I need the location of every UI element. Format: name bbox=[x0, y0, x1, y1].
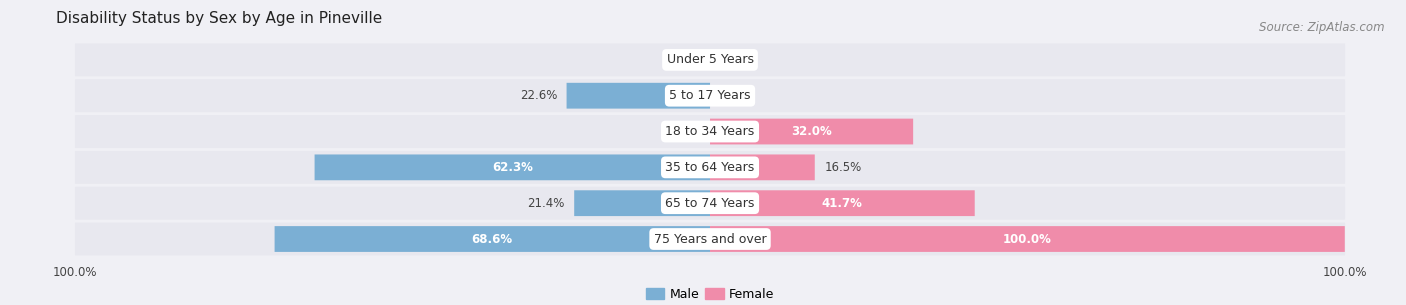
Text: 18 to 34 Years: 18 to 34 Years bbox=[665, 125, 755, 138]
FancyBboxPatch shape bbox=[75, 79, 1346, 112]
FancyBboxPatch shape bbox=[75, 115, 1346, 148]
Text: 35 to 64 Years: 35 to 64 Years bbox=[665, 161, 755, 174]
Legend: Male, Female: Male, Female bbox=[641, 283, 779, 305]
Text: 75 Years and over: 75 Years and over bbox=[654, 232, 766, 246]
Text: Under 5 Years: Under 5 Years bbox=[666, 53, 754, 66]
FancyBboxPatch shape bbox=[274, 226, 710, 252]
Text: 65 to 74 Years: 65 to 74 Years bbox=[665, 197, 755, 210]
Text: 0.0%: 0.0% bbox=[723, 53, 752, 66]
FancyBboxPatch shape bbox=[710, 119, 912, 145]
Text: 0.0%: 0.0% bbox=[723, 89, 752, 102]
FancyBboxPatch shape bbox=[75, 223, 1346, 256]
Text: 16.5%: 16.5% bbox=[824, 161, 862, 174]
FancyBboxPatch shape bbox=[567, 83, 710, 109]
Text: 22.6%: 22.6% bbox=[520, 89, 557, 102]
FancyBboxPatch shape bbox=[574, 190, 710, 216]
Text: 21.4%: 21.4% bbox=[527, 197, 565, 210]
FancyBboxPatch shape bbox=[75, 151, 1346, 184]
FancyBboxPatch shape bbox=[710, 154, 814, 180]
Text: Disability Status by Sex by Age in Pineville: Disability Status by Sex by Age in Pinev… bbox=[56, 11, 382, 26]
FancyBboxPatch shape bbox=[710, 226, 1344, 252]
Text: 100.0%: 100.0% bbox=[1002, 232, 1052, 246]
FancyBboxPatch shape bbox=[75, 43, 1346, 76]
Text: 32.0%: 32.0% bbox=[792, 125, 832, 138]
Text: 5 to 17 Years: 5 to 17 Years bbox=[669, 89, 751, 102]
Text: Source: ZipAtlas.com: Source: ZipAtlas.com bbox=[1260, 21, 1385, 34]
FancyBboxPatch shape bbox=[75, 187, 1346, 220]
Text: 0.0%: 0.0% bbox=[668, 125, 697, 138]
Text: 0.0%: 0.0% bbox=[668, 53, 697, 66]
Text: 68.6%: 68.6% bbox=[472, 232, 513, 246]
Text: 41.7%: 41.7% bbox=[823, 197, 863, 210]
FancyBboxPatch shape bbox=[315, 154, 710, 180]
Text: 62.3%: 62.3% bbox=[492, 161, 533, 174]
FancyBboxPatch shape bbox=[710, 190, 974, 216]
